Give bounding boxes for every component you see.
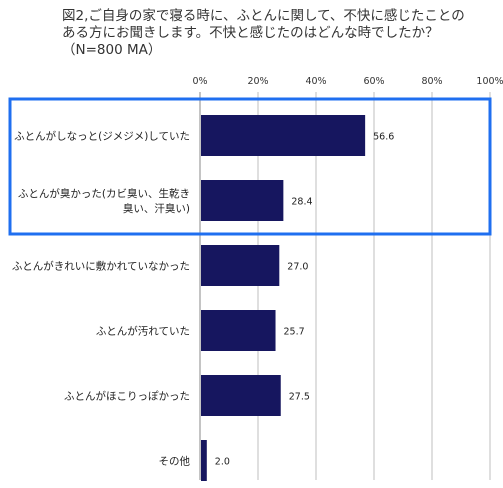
category-labels: ふとんがしなっと(ジメジメ)していたふとんが臭かった(カビ臭い、生乾き臭い、汗臭… [12,130,191,468]
chart-title-line-3: （N=800 MA） [62,42,162,58]
bar [201,180,284,221]
category-label: ふとんがほこりっぽかった [64,390,190,403]
bar [201,375,281,416]
x-tick-label: 80% [421,76,442,87]
value-label: 27.0 [287,262,308,273]
category-label: ふとんが臭かった(カビ臭い、生乾き [18,187,190,200]
value-label: 2.0 [215,457,230,468]
chart-title-line-1: 図2,ご自身の家で寝る時に、ふとんに関して、不快に感じたことの [62,8,465,24]
highlight-box [8,97,492,236]
chart-title-line-2: ある方にお聞きします。不快と感じたのはどんな時でしたか？ [62,25,439,41]
x-tick-label: 100% [476,76,503,87]
bar [201,245,280,286]
bar [201,310,276,351]
value-label: 27.5 [289,392,310,403]
value-label: 28.4 [291,197,312,208]
x-tick-label: 60% [363,76,384,87]
x-tick-label: 0% [192,76,207,87]
category-label: ふとんが汚れていた [96,325,190,338]
x-tick-label: 20% [247,76,268,87]
category-label: その他 [159,455,191,468]
category-label: 臭い、汗臭い) [123,202,190,215]
bar [201,115,366,156]
value-label: 25.7 [284,327,305,338]
chart-title: 図2,ご自身の家で寝る時に、ふとんに関して、不快に感じたことの ある方にお聞きし… [62,8,465,59]
x-tick-label: 40% [305,76,326,87]
highlight-frame [8,97,492,236]
category-label: ふとんがきれいに敷かれていなかった [12,260,190,273]
bars [201,115,366,481]
x-axis-ticks: 0% 20% 40% 60% 80% 100% [192,76,503,87]
category-label: ふとんがしなっと(ジメジメ)していた [14,130,190,143]
bar [201,440,207,481]
value-labels: 56.6 28.4 27.0 25.7 27.5 2.0 [215,132,394,468]
value-label: 56.6 [373,132,394,143]
